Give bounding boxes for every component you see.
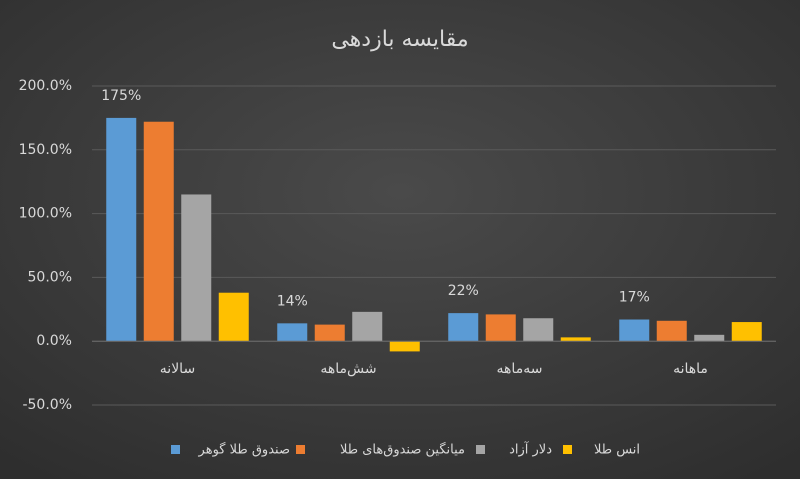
legend-swatch bbox=[171, 445, 180, 454]
x-tick-label: شش‌ماهه bbox=[320, 361, 376, 377]
bar bbox=[106, 117, 137, 342]
bar bbox=[352, 311, 383, 342]
x-tick-label: ماهانه bbox=[673, 361, 708, 377]
bar bbox=[523, 318, 554, 342]
legend-label: صندوق طلا گوهر bbox=[198, 442, 290, 458]
y-tick-label: 150.0% bbox=[19, 142, 72, 158]
bar bbox=[619, 319, 650, 342]
y-tick-label: 100.0% bbox=[19, 206, 72, 222]
chart-title: مقایسه بازدهی bbox=[331, 27, 468, 52]
legend-swatch bbox=[476, 445, 485, 454]
bar bbox=[656, 320, 687, 342]
x-tick-label: سالانه bbox=[160, 361, 195, 377]
bar bbox=[314, 324, 345, 342]
bar bbox=[218, 292, 249, 342]
bar bbox=[143, 121, 174, 342]
y-tick-label: 200.0% bbox=[19, 78, 72, 94]
y-tick-label: 50.0% bbox=[28, 269, 72, 285]
data-label: 17% bbox=[619, 290, 650, 306]
data-label: 175% bbox=[101, 88, 141, 104]
legend-swatch bbox=[563, 445, 572, 454]
legend-label: انس طلا bbox=[594, 443, 640, 458]
y-tick-label: 0.0% bbox=[36, 333, 72, 349]
bar bbox=[485, 314, 516, 342]
y-tick-label: -50.0% bbox=[22, 397, 72, 413]
bar bbox=[560, 337, 591, 342]
bar bbox=[181, 194, 212, 342]
data-label: 14% bbox=[277, 293, 308, 309]
bar bbox=[277, 323, 308, 342]
data-label: 22% bbox=[448, 283, 479, 299]
x-tick-label: سه‌ماهه bbox=[497, 361, 543, 377]
legend-label: دلار آزاد bbox=[509, 441, 552, 458]
legend-label: میانگین صندوق‌های طلا bbox=[340, 442, 465, 458]
bar bbox=[448, 313, 479, 342]
bar bbox=[389, 341, 420, 352]
legend-swatch bbox=[296, 445, 305, 454]
bar bbox=[694, 334, 725, 342]
bar bbox=[731, 322, 762, 342]
